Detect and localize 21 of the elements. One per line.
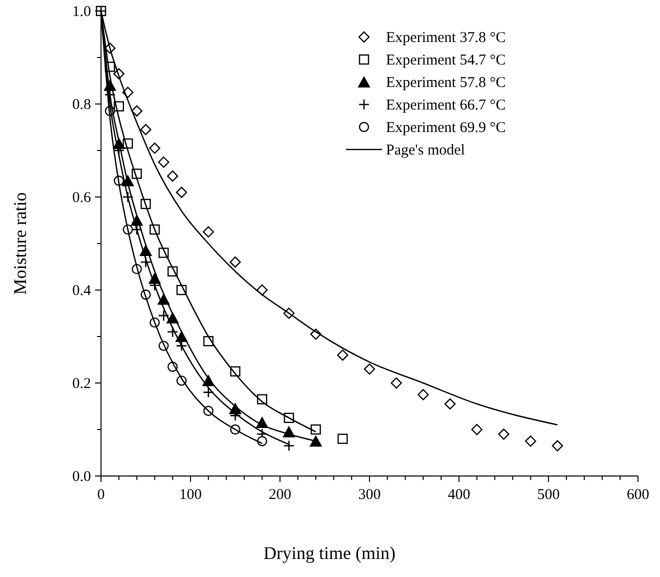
x-tick-label: 100: [179, 487, 202, 503]
y-tick-label: 0.2: [72, 376, 91, 392]
legend-label: Experiment 57.8 °C: [386, 75, 506, 91]
x-tick-label: 500: [537, 487, 560, 503]
legend-label: Experiment 37.8 °C: [386, 30, 506, 46]
x-tick-label: 300: [358, 487, 381, 503]
x-tick-label: 0: [97, 487, 105, 503]
y-tick-label: 0.0: [72, 469, 91, 485]
x-tick-label: 600: [626, 487, 650, 503]
y-tick-label: 0.8: [72, 97, 91, 113]
x-axis-title: Drying time (min): [264, 543, 396, 563]
x-tick-label: 400: [448, 487, 470, 503]
y-tick-label: 0.4: [72, 283, 92, 299]
legend-label: Experiment 69.9 °C: [386, 120, 506, 136]
legend-label: Experiment 54.7 °C: [386, 52, 506, 68]
x-tick-label: 200: [268, 487, 292, 503]
y-tick-label: 0.6: [72, 190, 92, 206]
legend-label: Page's model: [386, 142, 465, 158]
y-axis-title: Moisture ratio: [10, 192, 30, 295]
legend-label: Experiment 66.7 °C: [386, 98, 506, 114]
y-tick-label: 1.0: [72, 4, 91, 20]
